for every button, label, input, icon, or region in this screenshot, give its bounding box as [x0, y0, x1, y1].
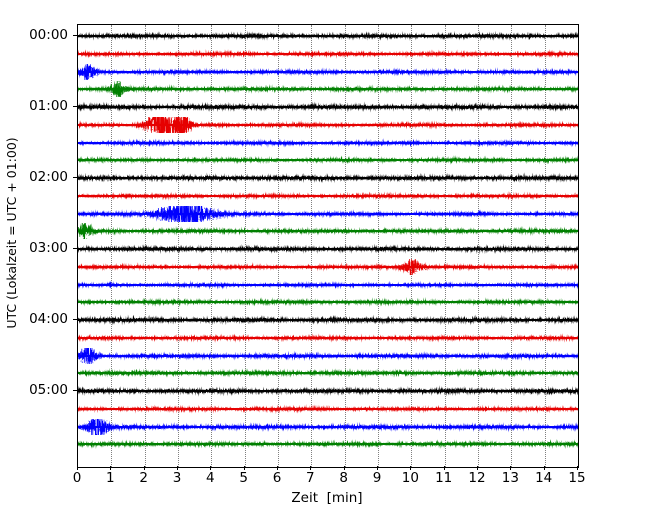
x-tick-mark — [243, 466, 245, 470]
x-tick-mark — [443, 466, 445, 470]
seismic-trace — [78, 365, 578, 382]
seismic-trace — [78, 116, 578, 133]
y-tick-label: 03:00 — [29, 240, 68, 257]
x-tick-mark — [310, 466, 312, 470]
x-tick-label: 12 — [468, 470, 486, 486]
seismic-trace — [78, 400, 578, 417]
x-tick-mark — [577, 466, 578, 470]
x-tick-label: 7 — [306, 470, 315, 486]
y-tick-label: 05:00 — [29, 382, 68, 399]
x-tick-mark — [210, 466, 212, 470]
x-tick-label: 14 — [535, 470, 553, 486]
y-tick-mark — [73, 35, 77, 36]
seismic-trace — [78, 205, 578, 222]
seismic-trace — [78, 45, 578, 62]
seismic-trace — [78, 241, 578, 258]
x-tick-mark — [110, 466, 112, 470]
seismic-trace — [78, 347, 578, 364]
x-tick-label: 9 — [372, 470, 382, 486]
x-tick-mark — [477, 466, 478, 470]
seismic-trace — [78, 134, 578, 151]
x-tick-label: 10 — [401, 470, 419, 486]
x-tick-label: 13 — [501, 470, 519, 486]
y-tick-label: 02:00 — [29, 169, 68, 185]
seismic-trace — [78, 383, 578, 400]
x-tick-label: 6 — [272, 470, 282, 486]
y-tick-label: 00:00 — [29, 27, 68, 43]
x-tick-label: 11 — [435, 470, 453, 486]
x-tick-mark — [177, 466, 178, 470]
y-tick-mark — [73, 177, 77, 178]
x-tick-label: 2 — [139, 470, 148, 486]
x-tick-mark — [277, 466, 278, 470]
seismic-trace — [78, 294, 578, 311]
seismic-trace — [78, 63, 578, 80]
x-tick-mark — [510, 466, 512, 470]
y-tick-mark — [73, 248, 77, 250]
seismic-trace — [78, 276, 578, 293]
x-tick-mark — [343, 466, 345, 470]
seismic-trace — [78, 436, 578, 453]
x-tick-mark — [377, 466, 378, 470]
x-tick-mark — [143, 466, 145, 470]
x-axis-label: Zeit [min] — [291, 490, 363, 506]
trace-lines — [78, 25, 578, 467]
x-tick-label: 15 — [568, 470, 586, 486]
y-tick-label: 01:00 — [29, 98, 68, 114]
seismic-trace — [78, 312, 578, 329]
seismic-trace — [78, 170, 578, 186]
seismic-trace — [78, 329, 578, 346]
seismic-trace — [78, 418, 578, 435]
seismic-trace — [78, 152, 578, 169]
y-tick-label: 04:00 — [29, 311, 68, 328]
x-tick-mark — [410, 466, 412, 470]
seismic-trace — [78, 187, 578, 204]
seismic-trace — [78, 81, 578, 98]
seismic-trace — [78, 223, 578, 240]
seismic-trace — [78, 99, 578, 115]
x-tick-label: 0 — [72, 470, 82, 486]
x-tick-label: 4 — [206, 470, 215, 486]
plot-area — [77, 24, 579, 468]
seismic-trace — [78, 258, 578, 275]
x-tick-label: 3 — [172, 470, 182, 486]
y-tick-mark — [73, 390, 77, 392]
x-tick-mark — [543, 466, 545, 470]
x-tick-label: 5 — [239, 470, 248, 486]
y-tick-mark — [73, 106, 77, 107]
seismic-trace — [78, 28, 578, 44]
x-tick-label: 8 — [339, 470, 348, 486]
y-tick-mark — [73, 319, 77, 321]
x-tick-label: 1 — [106, 470, 115, 486]
x-tick-mark — [77, 466, 78, 470]
